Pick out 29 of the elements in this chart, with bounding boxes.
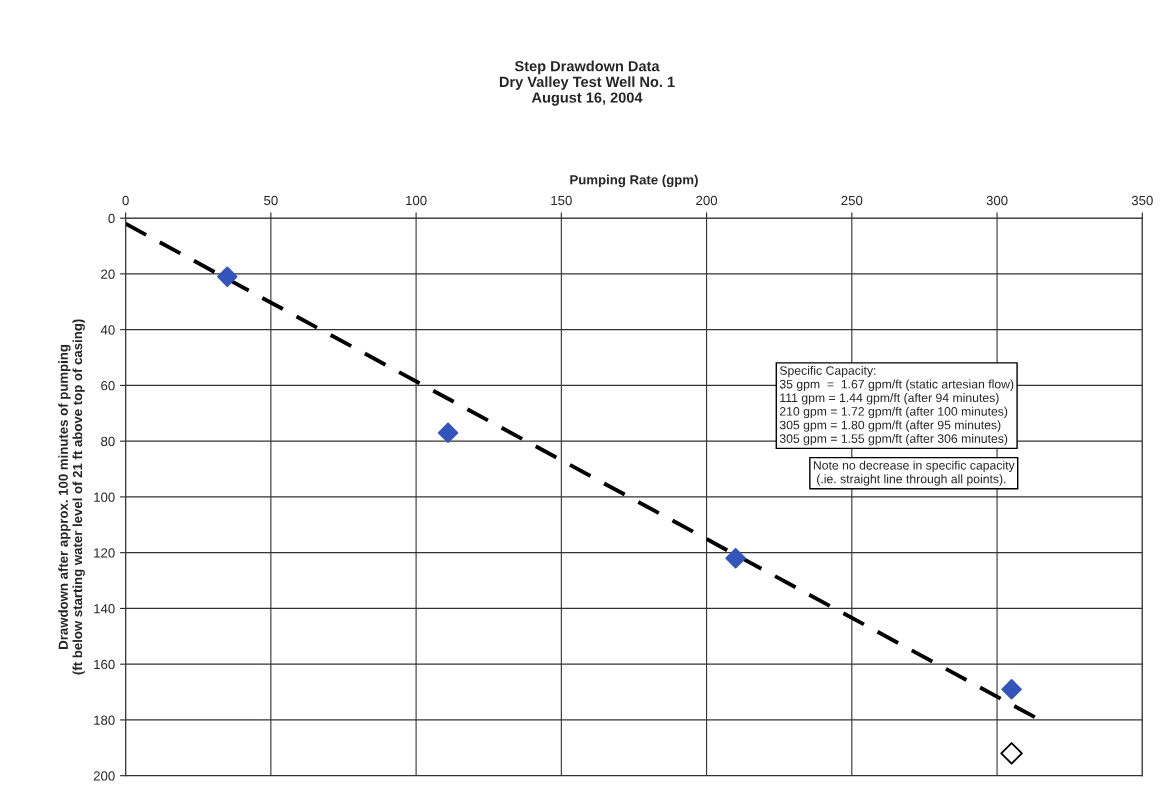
y-tick-label: 180 [94, 715, 115, 725]
x-tick-label: 0 [122, 195, 129, 206]
y-tick-label: 140 [94, 603, 115, 614]
point [437, 422, 459, 444]
y-tick-label: 120 [94, 548, 115, 558]
point [217, 266, 238, 287]
x-tick-label: 350 [1131, 195, 1153, 206]
x-tick-label: 50 [264, 195, 278, 206]
y-tick-label: 40 [100, 325, 115, 335]
x-tick-label: 100 [406, 195, 427, 206]
point [1001, 679, 1022, 700]
annotation: Note no decrease in specific capacity (.ie. straight line through all points). [813, 460, 1015, 486]
y-tick-label: 20 [101, 269, 115, 279]
y-axis-title: Drawdown after approx. 100 minutes of pumping (ft below starting water level of 21 ft above top of casing) [58, 319, 85, 675]
point [725, 548, 746, 569]
x-tick-label: 300 [986, 195, 1008, 206]
point [1000, 742, 1023, 765]
x-tick-label: 250 [841, 195, 863, 206]
chart-title: Step Drawdown Data Dry Valley Test Well No. 1 August 16, 2004 [499, 60, 675, 106]
x-tick-label: 150 [551, 195, 572, 206]
x-axis-title: Pumping Rate (gpm) [570, 174, 698, 188]
annotation: Specific Capacity: 35 gpm = 1.67 gpm/ft (static artesian flow) 111 gpm = 1.44 gpm/ft (after 94 minutes) 210 gpm = 1.72 gpm/ft (after 100 minutes) 305 gpm = 1.80 gpm/ft (after 95 minutes) 305 gpm = 1.55 gpm/ft (after 306 minutes) [779, 365, 1014, 446]
y-tick-label: 100 [94, 492, 115, 502]
y-tick-label: 80 [101, 436, 115, 447]
y-tick-label: 160 [94, 659, 115, 670]
y-tick-label: 0 [108, 213, 115, 224]
y-tick-label: 60 [101, 380, 115, 391]
x-tick-label: 200 [696, 195, 718, 206]
y-tick-label: 200 [93, 771, 115, 781]
